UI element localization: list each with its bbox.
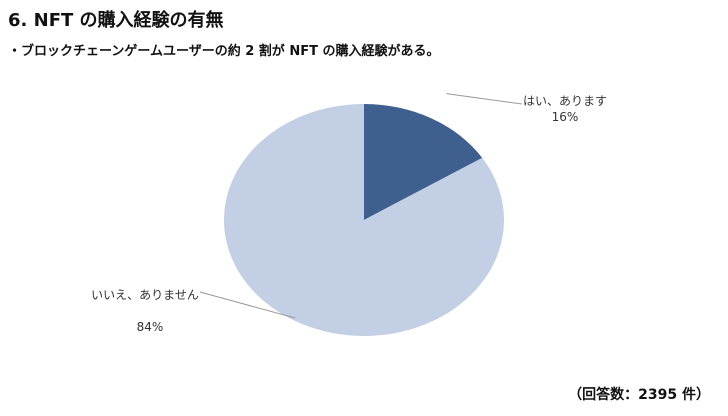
chart-title: 6. NFT の購入経験の有無 xyxy=(8,10,224,31)
pie-slice xyxy=(364,104,483,220)
footnote: （回答数：2395 件） xyxy=(568,387,710,403)
category-label: はい、あります xyxy=(522,94,607,108)
value-label: 84% xyxy=(136,320,164,334)
category-label: いいえ、ありません xyxy=(91,288,199,302)
leader-line xyxy=(199,291,296,319)
value-label: 16% xyxy=(551,110,579,124)
leader-line xyxy=(446,93,523,105)
chart-subtitle: ・ブロックチェーンゲームユーザーの約 2 割が NFT の購入経験がある。 xyxy=(8,44,440,59)
pie-slice xyxy=(223,103,504,336)
